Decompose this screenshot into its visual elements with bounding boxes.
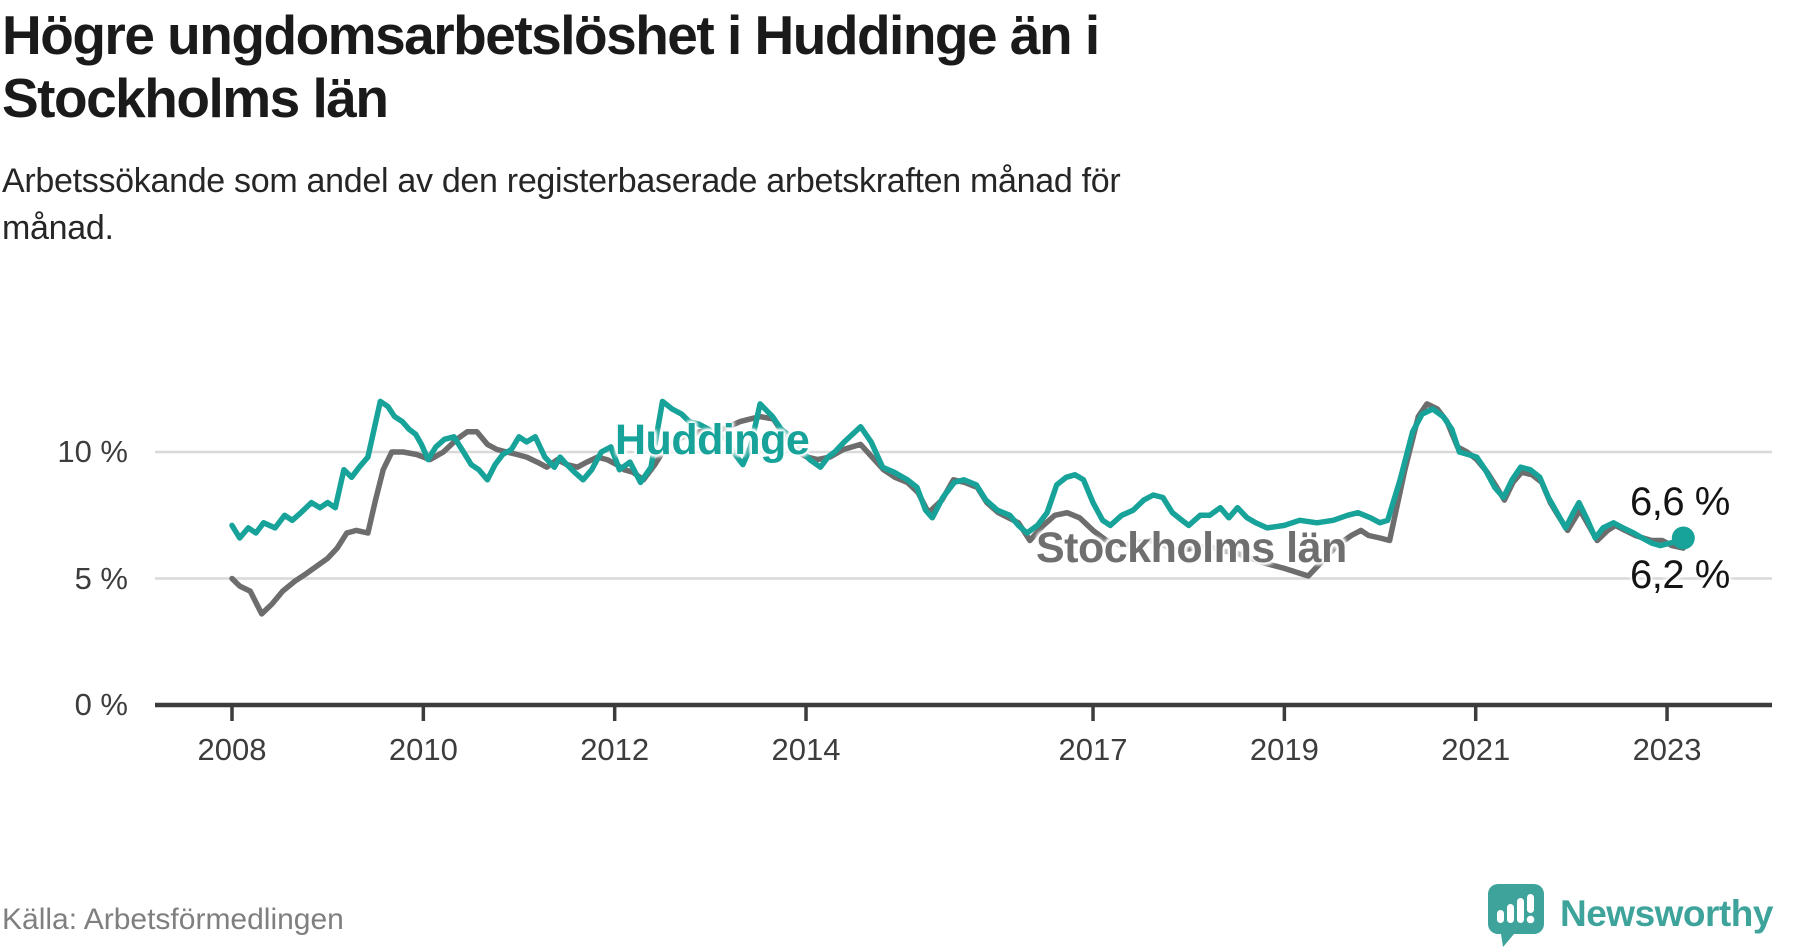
y-tick-label: 10 % — [57, 434, 128, 469]
x-tick-label: 2021 — [1441, 732, 1511, 767]
x-tick-label: 2012 — [580, 732, 650, 767]
newsworthy-icon — [1488, 884, 1544, 947]
end-value-label-huddinge: 6,6 % — [1630, 480, 1730, 524]
y-tick-label: 5 % — [74, 560, 128, 596]
x-tick-label: 2008 — [197, 732, 267, 767]
subtitle-line-1: Arbetssökande som andel av den registerb… — [2, 162, 1121, 200]
subtitle-line-2: månad. — [2, 209, 114, 247]
x-tick-label: 2010 — [388, 732, 458, 767]
title-line-1: Högre ungdomsarbetslöshet i Huddinge än … — [2, 4, 1100, 66]
page-title: Högre ungdomsarbetslöshet i Huddinge än … — [2, 4, 1100, 130]
title-line-2: Stockholms län — [2, 67, 389, 129]
series-label-stockholm: Stockholms län — [1036, 524, 1347, 572]
brand-name: Newsworthy — [1560, 893, 1773, 934]
series-line-huddinge — [229, 398, 1687, 549]
chart-subtitle: Arbetssökande som andel av den registerb… — [2, 158, 1121, 252]
series-end-dot — [1671, 526, 1695, 550]
x-tick-label: 2019 — [1249, 732, 1319, 767]
y-tick-label: 0 % — [74, 687, 128, 722]
x-tick-label: 2017 — [1058, 732, 1128, 767]
x-tick-label: 2023 — [1632, 732, 1702, 767]
series-label-huddinge: Huddinge — [615, 416, 810, 464]
newsworthy-logo[interactable]: Newsworthy — [1488, 884, 1773, 948]
end-value-label-stockholm: 6,2 % — [1630, 553, 1730, 597]
source-note: Källa: Arbetsförmedlingen — [2, 903, 344, 936]
x-tick-label: 2014 — [771, 732, 841, 767]
